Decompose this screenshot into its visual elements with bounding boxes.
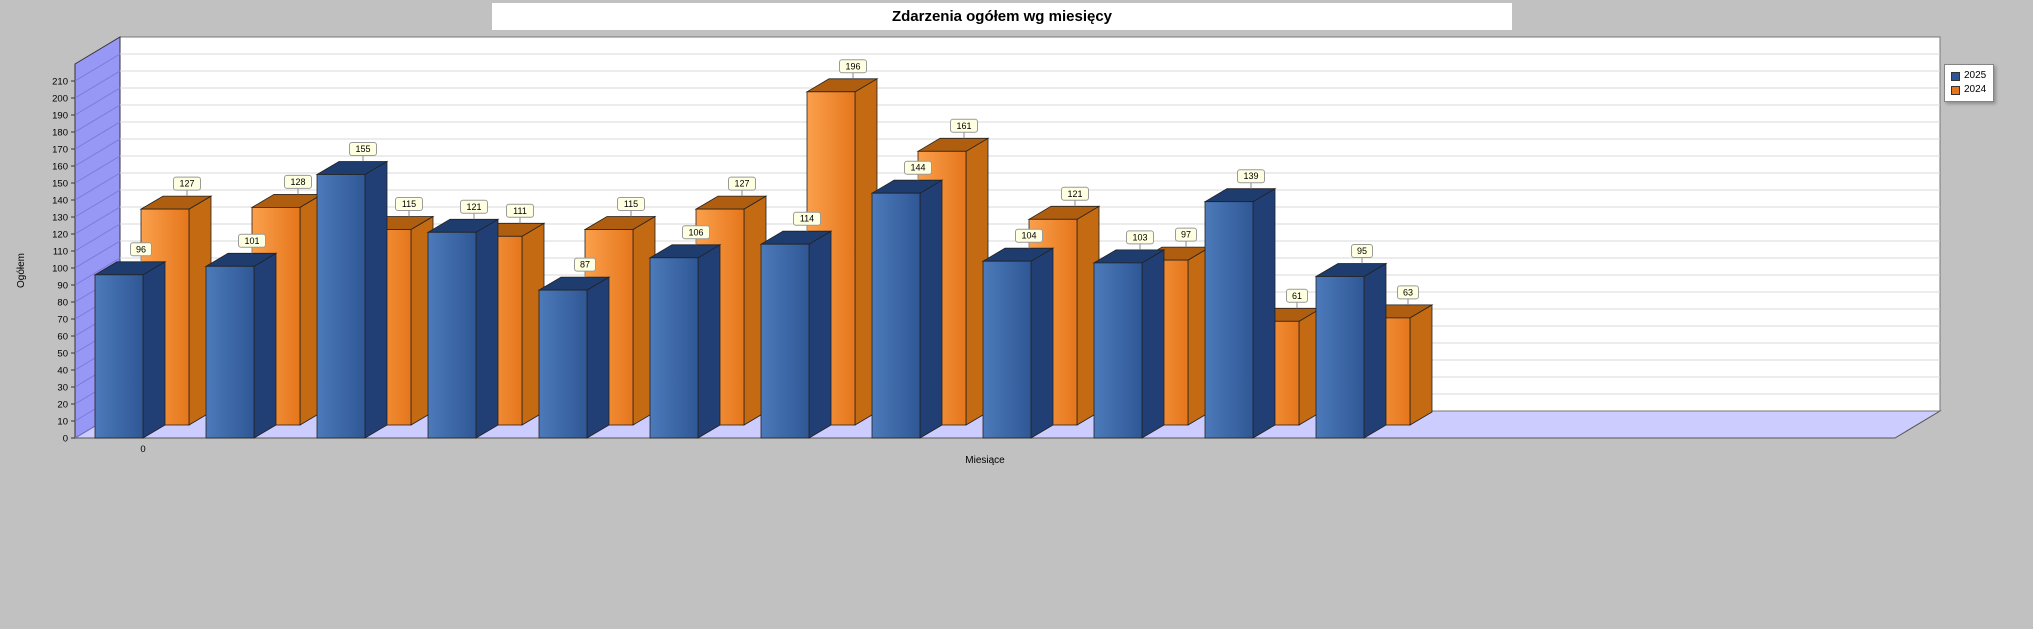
legend-swatch-2024-icon <box>1951 85 1960 95</box>
svg-text:190: 190 <box>52 111 68 122</box>
svg-text:114: 114 <box>800 214 814 224</box>
svg-text:106: 106 <box>688 227 703 237</box>
svg-text:130: 130 <box>52 213 68 224</box>
svg-text:128: 128 <box>290 177 305 187</box>
svg-text:121: 121 <box>1067 189 1082 199</box>
svg-text:101: 101 <box>244 236 259 246</box>
svg-text:0: 0 <box>63 434 68 445</box>
svg-text:115: 115 <box>624 199 638 209</box>
svg-text:161: 161 <box>956 121 971 131</box>
legend-swatch-2025-icon <box>1951 71 1960 81</box>
svg-text:121: 121 <box>466 202 481 212</box>
svg-text:110: 110 <box>53 247 68 258</box>
svg-text:61: 61 <box>1292 291 1302 301</box>
svg-text:87: 87 <box>580 260 590 270</box>
svg-text:127: 127 <box>179 179 194 189</box>
svg-text:50: 50 <box>57 349 68 360</box>
svg-text:40: 40 <box>57 366 68 377</box>
svg-text:95: 95 <box>1357 246 1367 256</box>
svg-text:155: 155 <box>355 144 370 154</box>
legend-item-2024: 2024 <box>1951 83 1986 97</box>
svg-text:30: 30 <box>57 383 68 394</box>
svg-text:160: 160 <box>52 162 68 173</box>
svg-text:10: 10 <box>57 417 68 428</box>
svg-text:140: 140 <box>52 196 68 207</box>
x-axis-title: Miesiące <box>965 455 1005 466</box>
svg-text:70: 70 <box>57 315 68 326</box>
legend-label-2024: 2024 <box>1964 84 1987 95</box>
svg-text:80: 80 <box>57 298 68 309</box>
svg-text:96: 96 <box>136 244 146 254</box>
svg-text:150: 150 <box>52 179 68 190</box>
chart-title: Zdarzenia ogółem wg miesięcy <box>492 3 1512 30</box>
svg-text:180: 180 <box>52 128 68 139</box>
svg-text:115: 115 <box>402 199 416 209</box>
svg-text:139: 139 <box>1243 171 1258 181</box>
svg-text:120: 120 <box>52 230 68 241</box>
svg-text:196: 196 <box>845 61 860 71</box>
svg-text:210: 210 <box>52 77 68 88</box>
svg-text:100: 100 <box>52 264 68 275</box>
svg-text:20: 20 <box>57 400 68 411</box>
svg-text:97: 97 <box>1181 230 1191 240</box>
svg-text:200: 200 <box>52 94 68 105</box>
legend-item-2025: 2025 <box>1951 69 1986 83</box>
svg-text:104: 104 <box>1021 231 1036 241</box>
svg-text:144: 144 <box>910 163 925 173</box>
svg-text:111: 111 <box>513 206 527 216</box>
svg-text:60: 60 <box>57 332 68 343</box>
svg-text:170: 170 <box>52 145 68 156</box>
svg-text:90: 90 <box>57 281 68 292</box>
svg-text:0: 0 <box>140 444 145 455</box>
y-axis-title: Ogółem <box>16 252 27 288</box>
svg-text:103: 103 <box>1132 232 1147 242</box>
legend-label-2025: 2025 <box>1964 70 1987 81</box>
svg-text:63: 63 <box>1403 287 1413 297</box>
legend: 2025 2024 <box>1944 64 1995 102</box>
svg-text:127: 127 <box>734 179 749 189</box>
